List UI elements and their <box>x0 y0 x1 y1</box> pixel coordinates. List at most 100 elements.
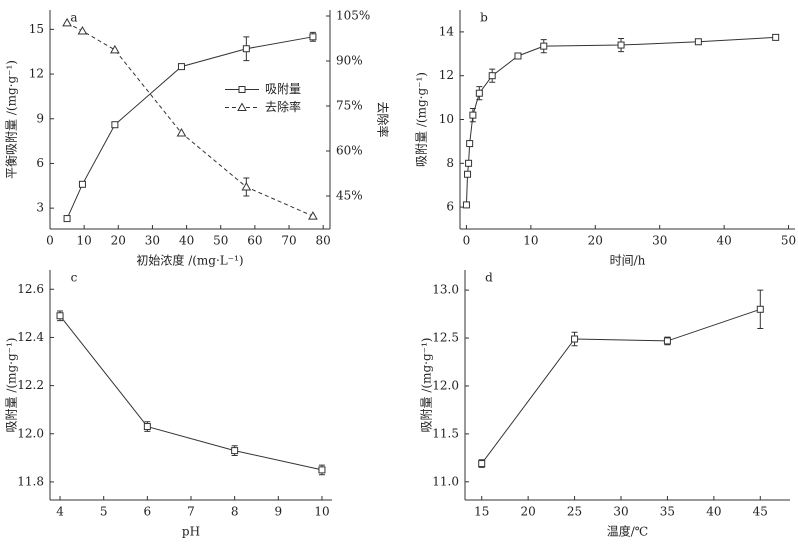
data-point <box>514 52 522 60</box>
x-tick-label: 10 <box>523 234 538 248</box>
data-point <box>464 170 472 178</box>
x-tick-label: 0 <box>46 234 54 248</box>
y2-tick-label: 105% <box>336 9 370 23</box>
y2-axis-label: 去除率 <box>376 101 391 137</box>
data-point <box>462 201 470 209</box>
x-tick-label: 8 <box>231 505 239 519</box>
x-tick-label: 5 <box>100 505 108 519</box>
x-tick-label: 20 <box>588 234 603 248</box>
series-line <box>481 308 761 464</box>
y-tick-label: 12.0 <box>17 426 44 440</box>
data-point <box>478 460 486 468</box>
data-point <box>617 41 625 49</box>
data-point <box>241 181 252 191</box>
y-tick-label: 12.0 <box>432 378 459 392</box>
x-tick-label: 60 <box>247 234 262 248</box>
data-point <box>78 180 86 188</box>
x-tick-label: 20 <box>111 234 126 248</box>
y-tick-label: 12.4 <box>17 330 44 344</box>
x-tick-label: 0 <box>463 234 471 248</box>
y-tick-label: 11.5 <box>432 426 459 440</box>
legend-label: 去除率 <box>265 99 301 114</box>
y2-tick-label: 45% <box>336 189 363 203</box>
series-line <box>59 315 323 471</box>
data-point <box>540 42 548 50</box>
data-point <box>111 121 119 129</box>
x-tick-label: 6 <box>144 505 152 519</box>
x-tick-label: 4 <box>56 505 64 519</box>
x-tick-label: 50 <box>213 234 228 248</box>
y2-tick-label: 75% <box>336 99 363 113</box>
data-point <box>663 337 671 345</box>
y2-tick-label: 60% <box>336 144 363 158</box>
data-point <box>231 447 239 455</box>
x-tick-label: 15 <box>474 505 489 519</box>
x-tick-label: 10 <box>77 234 92 248</box>
series-line <box>465 36 776 205</box>
x-tick-label: 30 <box>145 234 160 248</box>
x-tick-label: 80 <box>316 234 331 248</box>
panel-label: d <box>485 271 493 285</box>
y-tick-label: 6 <box>36 156 44 170</box>
x-axis-label: 温度/℃ <box>607 524 648 539</box>
legend-label: 吸附量 <box>265 82 301 96</box>
data-point <box>465 159 473 167</box>
x-tick-label: 70 <box>281 234 296 248</box>
x-tick-label: 20 <box>521 505 536 519</box>
y-tick-label: 8 <box>446 156 454 170</box>
legend-marker <box>238 86 246 93</box>
y-axis-label: 平衡吸附量 /(mg·g⁻¹) <box>5 60 19 179</box>
x-tick-label: 40 <box>179 234 194 248</box>
data-point <box>143 423 151 431</box>
data-point <box>318 466 326 474</box>
panel-label: b <box>480 11 488 25</box>
data-point <box>62 17 72 27</box>
panel-label: c <box>71 271 78 285</box>
y-tick-label: 12.2 <box>17 378 44 392</box>
panel-label: a <box>70 11 77 25</box>
data-point <box>176 127 187 137</box>
y-axis-label: 吸附量 /(mg·g⁻¹) <box>415 72 429 167</box>
x-tick-label: 9 <box>274 505 282 519</box>
data-point <box>309 33 317 41</box>
x-axis-label: pH <box>182 525 200 539</box>
x-tick-label: 50 <box>781 234 796 248</box>
y2-tick-label: 90% <box>336 54 363 68</box>
y-tick-label: 14 <box>439 24 455 38</box>
y-axis-label: 吸附量 /(mg·g⁻¹) <box>5 338 19 433</box>
data-point <box>488 72 496 80</box>
data-point <box>571 335 579 343</box>
data-point <box>63 215 71 223</box>
y-tick-label: 12.6 <box>17 282 44 296</box>
x-axis-label: 初始浓度 /(mg·L⁻¹) <box>136 253 243 268</box>
data-point <box>772 33 780 41</box>
data-point <box>177 63 185 71</box>
x-tick-label: 30 <box>652 234 667 248</box>
x-axis-label: 时间/h <box>610 254 646 268</box>
y-tick-label: 9 <box>36 111 44 125</box>
y-tick-label: 6 <box>446 200 454 214</box>
x-tick-label: 35 <box>660 505 675 519</box>
y-tick-label: 11.0 <box>432 474 459 488</box>
data-point <box>110 44 120 54</box>
x-tick-label: 40 <box>706 505 721 519</box>
y-tick-label: 13.0 <box>432 283 459 297</box>
legend-marker <box>237 102 247 111</box>
y-tick-label: 10 <box>439 112 454 126</box>
data-point <box>308 211 318 220</box>
data-point <box>242 45 250 53</box>
data-point <box>756 305 764 313</box>
y-tick-label: 15 <box>29 22 44 36</box>
series-line <box>66 22 314 217</box>
x-tick-label: 25 <box>567 505 582 519</box>
x-tick-label: 7 <box>187 505 195 519</box>
y-tick-label: 12 <box>439 68 454 82</box>
y-tick-label: 11.8 <box>17 474 44 488</box>
data-point <box>466 140 474 148</box>
data-point <box>77 25 88 35</box>
data-point <box>694 38 702 46</box>
y-axis-label: 吸附量 /(mg·g⁻¹) <box>420 338 434 433</box>
data-point <box>475 89 483 97</box>
data-point <box>56 312 64 320</box>
